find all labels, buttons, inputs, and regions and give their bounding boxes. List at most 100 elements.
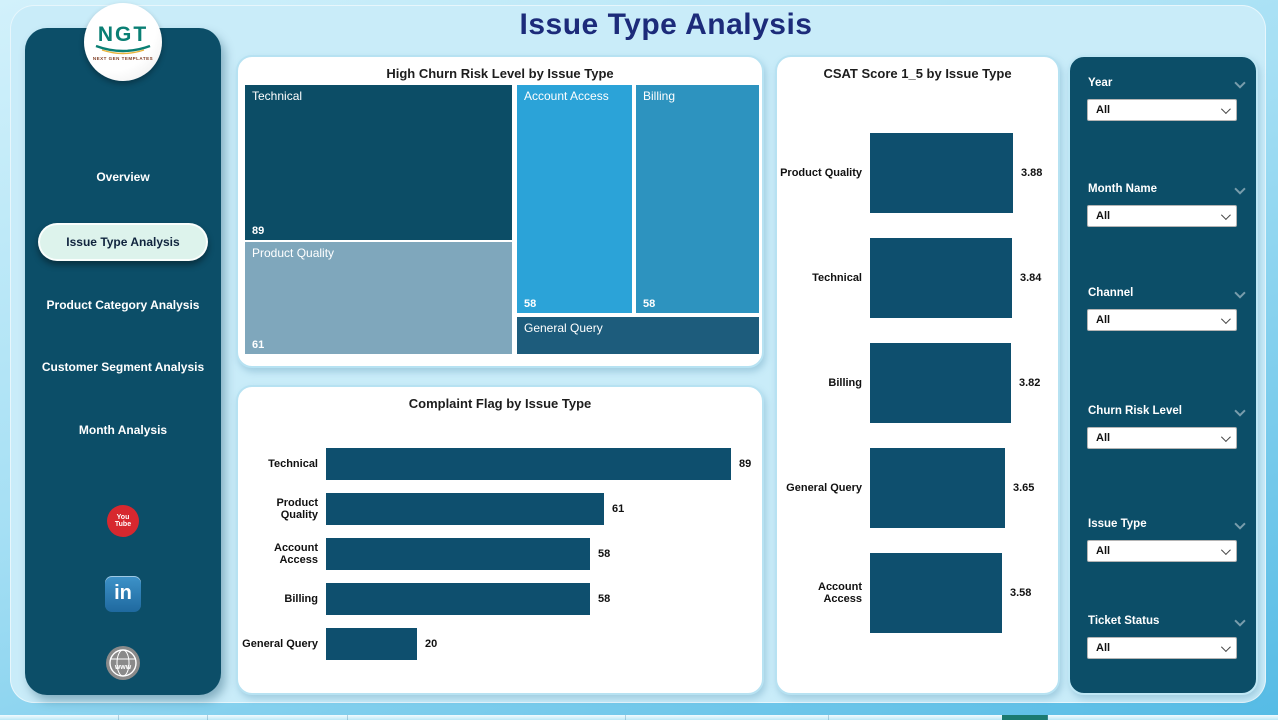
treemap-block-account-access[interactable]: Account Access 58 — [517, 85, 632, 313]
filter-label: Channel — [1088, 287, 1134, 299]
bar[interactable] — [870, 238, 1012, 318]
complaint-chart-card: Complaint Flag by Issue Type Technical 89… — [236, 385, 764, 695]
youtube-icon[interactable]: You Tube — [107, 505, 139, 537]
treemap-block-value: 89 — [252, 225, 265, 237]
csat-bar-rows: Product Quality 3.88 Technical 3.84 Billing 3… — [777, 133, 1058, 658]
sidebar-item-month-analysis[interactable]: Month Analysis — [78, 423, 168, 437]
treemap-block-label: General Query — [524, 321, 603, 335]
website-globe-icon[interactable]: www — [106, 646, 140, 680]
filter-label: Ticket Status — [1088, 615, 1160, 627]
filter-label: Churn Risk Level — [1088, 405, 1182, 417]
treemap-block-billing[interactable]: Billing 58 — [636, 85, 759, 313]
chevron-down-icon[interactable] — [1234, 77, 1246, 89]
bar-category-label: Billing — [828, 377, 862, 389]
bar-value-label: 3.88 — [1021, 167, 1043, 179]
filter-dropdown-value: All — [1096, 314, 1111, 326]
bar-category-label: Technical — [268, 458, 318, 470]
filter-dropdown-value: All — [1096, 432, 1111, 444]
csat-chart-title: CSAT Score 1_5 by Issue Type — [823, 66, 1012, 81]
filter-label: Year — [1088, 77, 1113, 89]
treemap-block-general-query[interactable]: General Query — [517, 317, 759, 354]
bar-row-account-access: Account Access 58 — [238, 538, 762, 570]
linkedin-icon[interactable]: in — [105, 576, 141, 612]
bar-row-product-quality: Product Quality 61 — [238, 493, 762, 525]
treemap-block-label: Product Quality — [252, 246, 335, 260]
chevron-down-icon[interactable] — [1234, 287, 1246, 299]
chevron-down-icon — [1220, 544, 1231, 555]
sidebar-item-overview[interactable]: Overview — [96, 170, 150, 184]
filter-dropdown-value: All — [1096, 210, 1111, 222]
bar[interactable] — [326, 583, 590, 615]
chevron-down-icon[interactable] — [1234, 518, 1246, 530]
chevron-down-icon — [1220, 313, 1231, 324]
treemap-plot: Technical 89 Product Quality 61 Account Acce… — [245, 85, 759, 356]
bar-value-label: 89 — [739, 458, 752, 470]
page-tab-indicator[interactable] — [1002, 715, 1048, 720]
filter-dropdown-channel[interactable]: All — [1087, 309, 1237, 331]
tab-divider — [625, 715, 626, 720]
bar-row-account-access: Account Access 3.58 — [777, 553, 1058, 633]
treemap-block-product-quality[interactable]: Product Quality 61 — [245, 242, 512, 354]
bar[interactable] — [326, 538, 590, 570]
sidebar: Overview Issue Type Analysis Product Categ… — [25, 28, 221, 695]
chevron-down-icon — [1220, 103, 1231, 114]
sidebar-item-customer-segment-analysis[interactable]: Customer Segment Analysis — [41, 360, 205, 374]
bar-value-label: 3.82 — [1019, 377, 1041, 389]
bar[interactable] — [326, 493, 604, 525]
treemap-block-technical[interactable]: Technical 89 — [245, 85, 512, 240]
filter-dropdown-churn-risk-level[interactable]: All — [1087, 427, 1237, 449]
bar-row-billing: Billing 58 — [238, 583, 762, 615]
bar-row-billing: Billing 3.82 — [777, 343, 1058, 423]
chevron-down-icon[interactable] — [1234, 183, 1246, 195]
bar[interactable] — [326, 448, 731, 480]
sidebar-item-product-category-analysis[interactable]: Product Category Analysis — [46, 298, 200, 312]
filter-panel: Year All Month Name All Channel All Churn Risk… — [1068, 55, 1258, 695]
filter-dropdown-issue-type[interactable]: All — [1087, 540, 1237, 562]
bar[interactable] — [870, 343, 1011, 423]
chevron-down-icon[interactable] — [1234, 405, 1246, 417]
chevron-down-icon[interactable] — [1234, 615, 1246, 627]
bar-value-label: 58 — [598, 593, 611, 605]
treemap-block-label: Billing — [643, 89, 676, 103]
filter-dropdown-month-name[interactable]: All — [1087, 205, 1237, 227]
filter-dropdown-value: All — [1096, 642, 1111, 654]
tab-divider — [118, 715, 119, 720]
bar-value-label: 3.65 — [1013, 482, 1035, 494]
bar[interactable] — [870, 133, 1013, 213]
complaint-chart-title: Complaint Flag by Issue Type — [408, 396, 592, 411]
chevron-down-icon — [1220, 431, 1231, 442]
bar[interactable] — [870, 448, 1005, 528]
svg-text:www: www — [114, 664, 132, 671]
youtube-text: Tube — [114, 521, 132, 528]
bar-category-label: Account Access — [274, 542, 318, 566]
social-website: www — [25, 646, 221, 680]
filter-dropdown-year[interactable]: All — [1087, 99, 1237, 121]
bar-value-label: 20 — [425, 638, 438, 650]
page-title: Issue Type Analysis — [519, 8, 813, 41]
bar-row-technical: Technical 89 — [238, 448, 762, 480]
ngt-logo: NGT NEXT GEN TEMPLATES — [84, 3, 162, 81]
treemap-block-value: 61 — [252, 339, 265, 351]
bar-row-general-query: General Query 3.65 — [777, 448, 1058, 528]
bar-row-technical: Technical 3.84 — [777, 238, 1058, 318]
bar-value-label: 3.58 — [1010, 587, 1032, 599]
bar-category-label: Technical — [812, 272, 862, 284]
sidebar-item-issue-type-analysis[interactable]: Issue Type Analysis — [38, 223, 208, 261]
bar-category-label: Billing — [284, 593, 318, 605]
social-linkedin: in — [25, 576, 221, 612]
bar[interactable] — [870, 553, 1002, 633]
bar-row-general-query: General Query 20 — [238, 628, 762, 660]
bar[interactable] — [326, 628, 417, 660]
bar-row-product-quality: Product Quality 3.88 — [777, 133, 1058, 213]
page-tab-strip — [0, 715, 1278, 720]
filter-label: Issue Type — [1088, 518, 1147, 530]
bar-category-label: Account Access — [818, 581, 862, 605]
filter-label: Month Name — [1088, 183, 1157, 195]
treemap-block-value: 58 — [643, 298, 656, 310]
bar-category-label: General Query — [786, 482, 862, 494]
treemap-card: High Churn Risk Level by Issue Type Tech… — [236, 55, 764, 368]
youtube-text: You — [116, 513, 130, 521]
filter-dropdown-ticket-status[interactable]: All — [1087, 637, 1237, 659]
treemap-block-label: Account Access — [524, 89, 609, 103]
treemap-block-label: Technical — [252, 89, 303, 103]
